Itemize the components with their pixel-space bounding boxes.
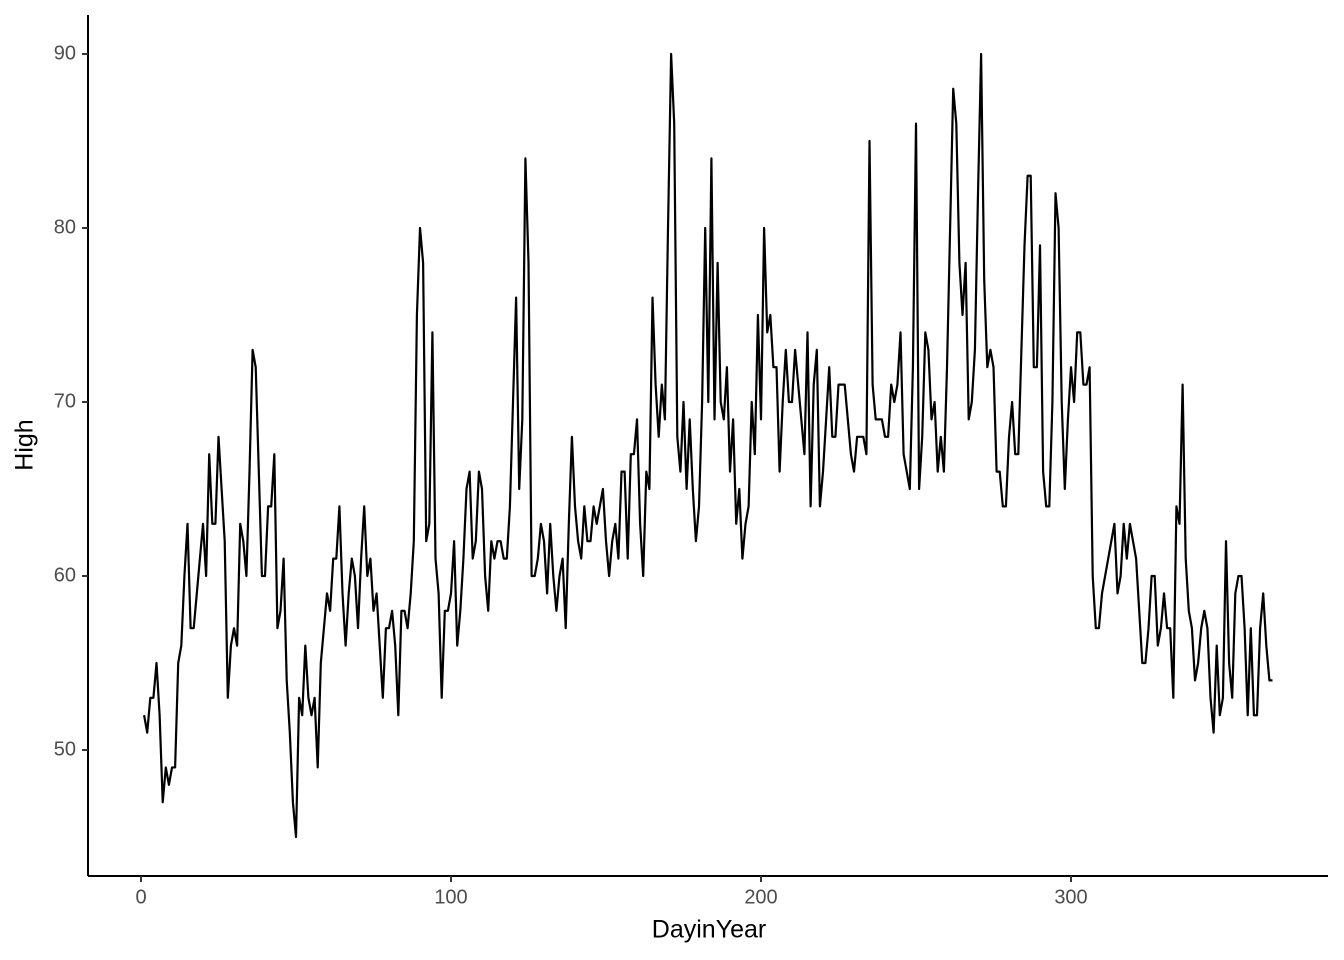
x-tick-label: 0 — [135, 886, 146, 908]
y-tick-label: 60 — [54, 564, 76, 586]
x-tick-label: 300 — [1054, 886, 1087, 908]
y-tick-label: 80 — [54, 216, 76, 238]
y-tick-label: 90 — [54, 42, 76, 64]
x-tick-label: 200 — [744, 886, 777, 908]
x-axis-title: DayinYear — [652, 916, 766, 944]
y-tick-label: 50 — [54, 738, 76, 760]
y-tick-label: 70 — [54, 390, 76, 412]
x-tick-label: 100 — [434, 886, 467, 908]
data-line — [143, 52, 1273, 839]
y-axis-title: High — [11, 419, 39, 470]
